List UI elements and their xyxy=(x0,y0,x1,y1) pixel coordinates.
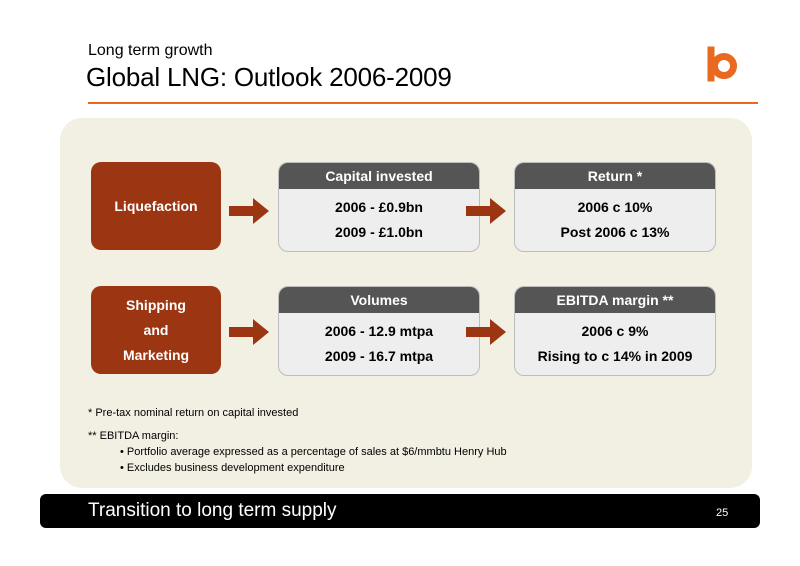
header-rule xyxy=(88,102,758,104)
card-value: Post 2006 c 13% xyxy=(560,224,670,240)
card-capital-invested: Capital invested 2006 - £0.9bn 2009 - £1… xyxy=(278,162,480,252)
footnote-bullet: • Excludes business development expendit… xyxy=(120,462,345,474)
arrow-right-icon xyxy=(466,319,506,345)
slide-title: Global LNG: Outlook 2006-2009 xyxy=(86,62,452,92)
slide-subtitle: Long term growth xyxy=(88,42,213,59)
footer-bar xyxy=(40,494,760,528)
segment-shipping-marketing: Shipping and Marketing xyxy=(91,286,221,374)
card-value: 2006 - £0.9bn xyxy=(335,199,423,215)
card-heading: Capital invested xyxy=(279,163,479,189)
card-value: 2006 - 12.9 mtpa xyxy=(324,323,434,339)
card-value: Rising to c 14% in 2009 xyxy=(537,348,693,364)
arrow-right-icon xyxy=(229,198,269,224)
card-value: 2009 - 16.7 mtpa xyxy=(324,348,434,364)
card-return: Return * 2006 c 10% Post 2006 c 13% xyxy=(514,162,716,252)
card-value: 2006 c 9% xyxy=(581,323,649,339)
segment-liquefaction: Liquefaction xyxy=(91,162,221,250)
footer-text: Transition to long term supply xyxy=(88,500,337,521)
segment-label: Marketing xyxy=(122,347,190,364)
segment-label: Liquefaction xyxy=(114,198,198,214)
card-heading: Volumes xyxy=(279,287,479,313)
arrow-right-icon xyxy=(466,198,506,224)
footnote-ebitda: ** EBITDA margin: xyxy=(88,430,179,442)
card-heading: Return * xyxy=(515,163,715,189)
card-heading: EBITDA margin ** xyxy=(515,287,715,313)
card-volumes: Volumes 2006 - 12.9 mtpa 2009 - 16.7 mtp… xyxy=(278,286,480,376)
card-value: 2006 c 10% xyxy=(577,199,653,215)
segment-label: Shipping xyxy=(126,296,186,313)
arrow-right-icon xyxy=(229,319,269,345)
page-number: 25 xyxy=(716,507,729,519)
bg-logo-icon xyxy=(707,46,737,82)
card-value: 2009 - £1.0bn xyxy=(335,224,423,240)
footnote-return: * Pre-tax nominal return on capital inve… xyxy=(88,407,299,419)
segment-label: and xyxy=(143,321,169,338)
card-ebitda-margin: EBITDA margin ** 2006 c 9% Rising to c 1… xyxy=(514,286,716,376)
footnote-bullet: • Portfolio average expressed as a perce… xyxy=(120,446,507,458)
